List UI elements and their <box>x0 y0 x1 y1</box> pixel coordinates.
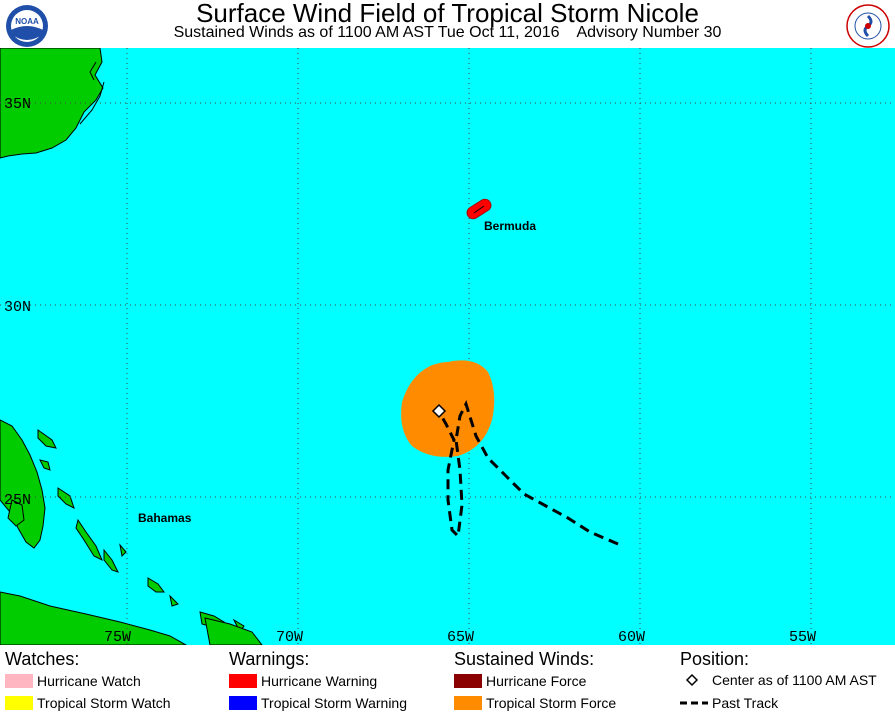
tropical-storm-warning-label: Tropical Storm Warning <box>261 695 408 711</box>
hurricane-warning-label: Hurricane Warning <box>261 673 378 689</box>
svg-text:NOAA: NOAA <box>15 17 39 26</box>
tropical-storm-warning-swatch <box>229 696 257 710</box>
hispaniola-land <box>204 617 264 646</box>
tropical-storm-watch-label: Tropical Storm Watch <box>37 695 171 711</box>
lon-label-70w: 70W <box>276 629 303 645</box>
legend-tropical-storm-watch: Tropical Storm Watch <box>5 695 171 711</box>
tropical-storm-force-wind-field <box>401 360 495 457</box>
legend-hurricane-watch: Hurricane Watch <box>5 673 141 689</box>
legend-watches-heading: Watches: <box>5 649 80 669</box>
legend-position-heading: Position: <box>680 649 750 669</box>
center-diamond-icon <box>685 673 699 687</box>
header: NOAA Surface Wind Field of Tropical Stor… <box>0 0 895 48</box>
legend-winds-heading: Sustained Winds: <box>454 649 595 669</box>
hurricane-force-label: Hurricane Force <box>486 673 587 689</box>
past-track-label: Past Track <box>712 695 779 711</box>
bermuda-warning-area <box>466 198 492 220</box>
legend-hurricane-force: Hurricane Force <box>454 673 586 689</box>
legend: Watches: Hurricane Watch Tropical Storm … <box>0 645 895 716</box>
page-title: Surface Wind Field of Tropical Storm Nic… <box>196 0 699 28</box>
lon-label-60w: 60W <box>618 629 645 645</box>
wind-field-map: 35N 30N 25N 75W 70W 65W 60W 55W Bermuda … <box>0 47 895 646</box>
tropical-storm-force-swatch <box>454 696 482 710</box>
legend-past-track: Past Track <box>680 695 778 711</box>
us-coast-land <box>0 47 104 159</box>
legend-hurricane-warning: Hurricane Warning <box>229 673 377 689</box>
tropical-storm-force-label: Tropical Storm Force <box>486 695 617 711</box>
lon-label-55w: 55W <box>789 629 816 645</box>
dashed-track-icon <box>680 701 708 705</box>
lat-label-35n: 35N <box>4 96 31 113</box>
legend-center-position: Center as of 1100 AM AST <box>680 672 877 688</box>
hurricane-watch-swatch <box>5 674 33 688</box>
lat-label-30n: 30N <box>4 299 31 316</box>
lon-label-65w: 65W <box>447 629 474 645</box>
hurricane-warning-swatch <box>229 674 257 688</box>
page-subtitle: Sustained Winds as of 1100 AM AST Tue Oc… <box>173 24 722 41</box>
lon-label-75w: 75W <box>104 629 131 645</box>
center-position-label: Center as of 1100 AM AST <box>712 672 877 688</box>
chesapeake-bay <box>89 61 97 81</box>
lat-label-25n: 25N <box>4 492 31 509</box>
ocean <box>0 48 895 645</box>
past-track <box>436 400 619 546</box>
nws-logo <box>846 4 890 48</box>
map-gridlines <box>0 48 895 645</box>
hurricane-force-swatch <box>454 674 482 688</box>
legend-tropical-storm-warning: Tropical Storm Warning <box>229 695 407 711</box>
tropical-storm-watch-swatch <box>5 696 33 710</box>
bahamas-label: Bahamas <box>138 511 192 525</box>
legend-warnings-heading: Warnings: <box>229 649 310 669</box>
bermuda-label: Bermuda <box>484 219 536 233</box>
legend-tropical-storm-force: Tropical Storm Force <box>454 695 616 711</box>
noaa-logo: NOAA <box>5 4 49 48</box>
storm-center-marker <box>431 403 447 419</box>
hurricane-watch-label: Hurricane Watch <box>37 673 141 689</box>
